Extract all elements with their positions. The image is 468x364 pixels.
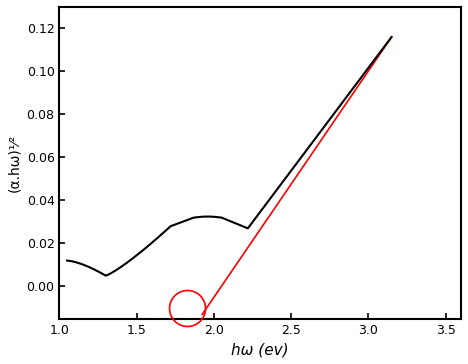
Y-axis label: (α.hω)¹⁄²: (α.hω)¹⁄² <box>7 134 21 192</box>
X-axis label: hω (ev): hω (ev) <box>231 342 289 357</box>
